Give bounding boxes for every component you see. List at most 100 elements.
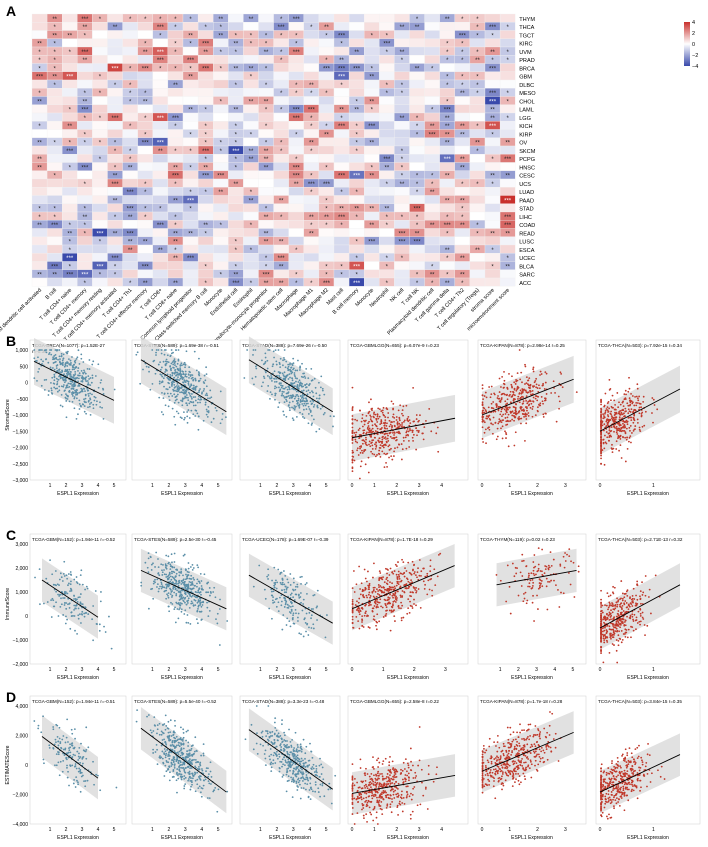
heatmap-cell: [243, 46, 259, 56]
scatter-point: [69, 627, 72, 630]
scatter-point: [199, 572, 202, 575]
heatmap-cell: [182, 236, 199, 246]
scatter-point: [530, 402, 533, 405]
scatter-point: [490, 385, 493, 388]
scatter-point: [489, 396, 492, 399]
scatter-point: [487, 416, 490, 418]
scatter-point: [50, 387, 53, 390]
scatter-point: [69, 382, 72, 385]
scatter-point: [199, 599, 202, 602]
heatmap-cell: [213, 211, 229, 221]
scatter-point: [140, 584, 143, 587]
scatter-point: [167, 405, 170, 408]
significance-mark: *: [204, 124, 207, 130]
significance-mark: *: [129, 157, 132, 163]
heatmap-cell: [92, 104, 108, 114]
scatter-point: [370, 450, 372, 453]
heatmap-cell: [409, 71, 425, 81]
scatter-point: [351, 386, 354, 389]
scatter-point: [45, 351, 48, 354]
scatter-point: [160, 411, 163, 413]
heatmap-cell: [122, 112, 138, 122]
heatmap-cell: [424, 96, 440, 105]
scatter-point: [513, 381, 516, 384]
scatter-point: [262, 381, 264, 384]
significance-mark: *: [84, 141, 87, 147]
scatter-point: [388, 449, 391, 451]
scatter-point: [495, 403, 498, 405]
heatmap-cell: [333, 228, 350, 237]
scatter-point: [54, 387, 57, 390]
heatmap-cell: [107, 203, 123, 213]
scatter-point: [318, 394, 321, 397]
scatter-point: [275, 605, 278, 608]
scatter-point: [252, 354, 254, 356]
scatter-point: [163, 349, 166, 351]
scatter-point: [53, 386, 56, 389]
scatter-point: [82, 403, 85, 406]
scatter-point: [651, 412, 653, 414]
heatmap-cell: [454, 236, 471, 246]
scatter-point: [166, 392, 169, 395]
scatter-point: [182, 372, 185, 375]
significance-mark: *: [401, 165, 404, 171]
scatter-point: [173, 401, 176, 404]
scatter-point: [416, 429, 418, 432]
scatter-point: [190, 401, 193, 404]
x-tick-label: 2: [65, 483, 68, 489]
scatter-point: [197, 373, 200, 376]
heatmap-cell: [484, 38, 501, 48]
heatmap-cell: [122, 30, 138, 39]
scatter-point: [381, 426, 383, 429]
scatter-point: [185, 396, 188, 399]
scatter-point: [377, 417, 380, 420]
scatter-point: [81, 583, 84, 586]
scatter-point: [632, 416, 635, 419]
scatter-point: [161, 391, 163, 394]
scatter-point: [639, 403, 642, 405]
scatter-point: [180, 593, 183, 596]
scatter-point: [378, 441, 381, 444]
significance-mark: *: [204, 281, 207, 287]
scatter-point: [153, 359, 156, 362]
scatter-point: [266, 575, 269, 578]
scatter-point: [74, 370, 77, 373]
scatter-point: [525, 391, 528, 393]
scatter-point: [610, 413, 612, 416]
heatmap-cell: [409, 38, 425, 48]
scatter-point: [207, 591, 210, 594]
scatter-point: [43, 388, 46, 391]
scatter-point: [485, 415, 488, 418]
scatter-point: [205, 366, 208, 369]
x-axis-label: ESPL1 Expression: [269, 491, 311, 497]
scatter-point: [207, 397, 209, 400]
scatter-point: [280, 384, 282, 387]
heatmap-cell: [318, 228, 335, 237]
significance-mark: *: [476, 231, 479, 237]
scatter-point: [174, 360, 177, 363]
scatter-point: [513, 419, 515, 422]
heatmap-cell: [213, 38, 229, 48]
scatter-point: [64, 389, 66, 392]
scatter-point: [169, 580, 172, 583]
heatmap-cell: [31, 178, 48, 188]
scatter-point: [400, 443, 403, 445]
significance-mark: **: [369, 141, 374, 147]
scatter-point: [170, 578, 173, 581]
scatter-point: [358, 437, 361, 439]
significance-mark: *: [38, 66, 41, 72]
scatter-point: [292, 581, 295, 584]
heatmap-cell: [46, 112, 63, 122]
heatmap-cell: [197, 55, 214, 64]
significance-mark: *: [129, 124, 132, 130]
scatter-point: [175, 594, 178, 597]
significance-mark: ***: [232, 149, 240, 155]
heatmap-cell: [348, 228, 365, 237]
scatter-point: [554, 392, 556, 394]
scatter-point: [274, 377, 276, 380]
significance-mark: *: [476, 75, 479, 81]
heatmap-cell: [348, 112, 365, 122]
heatmap-cell: [137, 170, 153, 180]
significance-mark: *: [189, 149, 192, 155]
scatter-point: [533, 385, 536, 388]
